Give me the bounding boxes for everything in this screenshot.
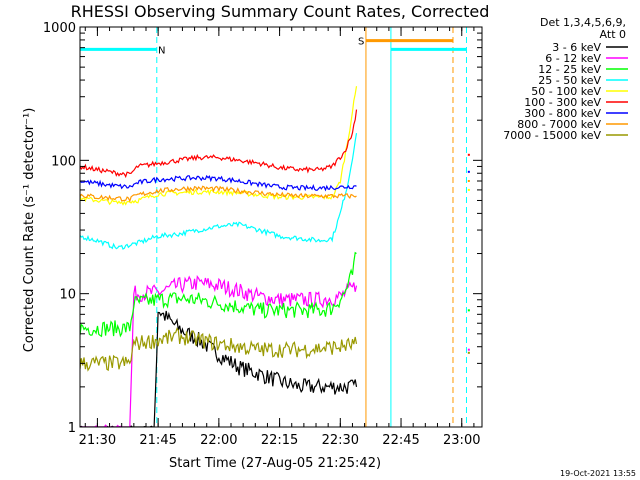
x-tick-label-22-15: 22:15	[261, 433, 298, 448]
series-line-25-50-kev	[80, 133, 358, 250]
x-tick-label-21-30: 21:30	[79, 433, 116, 448]
series-line-7000-15000-kev	[80, 327, 358, 372]
y-axis-label: Corrected Count Rate (s⁻¹ detector⁻¹)	[22, 108, 37, 353]
annotation-label-n: N	[158, 45, 165, 56]
x-tick-label-22-30: 22:30	[322, 433, 359, 448]
series-line-300-800-kev	[80, 174, 357, 192]
series-line-12-25-kev	[80, 251, 357, 338]
legend-label-100-300-kev: 100 - 300 keV	[524, 96, 601, 109]
legend-label-12-25-kev: 12 - 25 keV	[538, 63, 601, 76]
series-line-3-6-kev	[80, 310, 358, 427]
y-tick-label-100: 100	[51, 154, 76, 169]
x-axis-label: Start Time (27-Aug-05 21:25:42)	[169, 456, 381, 471]
annotation-label-s: S	[358, 37, 364, 48]
legend-label-7000-15000-kev: 7000 - 15000 keV	[503, 129, 601, 142]
x-tick-label-22-00: 22:00	[200, 433, 237, 448]
footer-timestamp: 19-Oct-2021 13:55	[560, 469, 636, 478]
legend-label-6-12-kev: 6 - 12 keV	[545, 52, 601, 65]
chart-title: RHESSI Observing Summary Count Rates, Co…	[71, 2, 490, 21]
y-tick-label-10: 10	[59, 288, 76, 303]
legend-label-25-50-kev: 25 - 50 keV	[538, 74, 601, 87]
plot-area: NS	[79, 27, 470, 427]
plot-frame	[79, 26, 483, 428]
legend-label-50-100-kev: 50 - 100 keV	[531, 85, 601, 98]
axes: 1 10 100 1000 21:30 21:45 22:00 22:15 22:30 22:45…	[43, 21, 483, 448]
y-tick-label-1: 1	[68, 421, 76, 436]
legend-label-3-6-kev: 3 - 6 keV	[552, 41, 601, 54]
legend-label-800-7000-kev: 800 - 7000 keV	[517, 118, 601, 131]
series-line-50-100-kev	[80, 86, 358, 206]
x-tick-label-22-45: 22:45	[382, 433, 419, 448]
series-line-100-300-kev	[80, 109, 358, 179]
series-line-6-12-kev	[80, 275, 358, 427]
legend-header-line-2: Att 0	[600, 28, 626, 41]
x-tick-label-23-00: 23:00	[443, 433, 480, 448]
series-line-800-7000-kev	[80, 185, 357, 203]
x-tick-label-21-45: 21:45	[139, 433, 176, 448]
y-tick-label-1000: 1000	[43, 21, 76, 36]
legend-label-300-800-kev: 300 - 800 keV	[524, 107, 601, 120]
legend-header-line-1: Det 1,3,4,5,6,9,	[540, 16, 626, 29]
